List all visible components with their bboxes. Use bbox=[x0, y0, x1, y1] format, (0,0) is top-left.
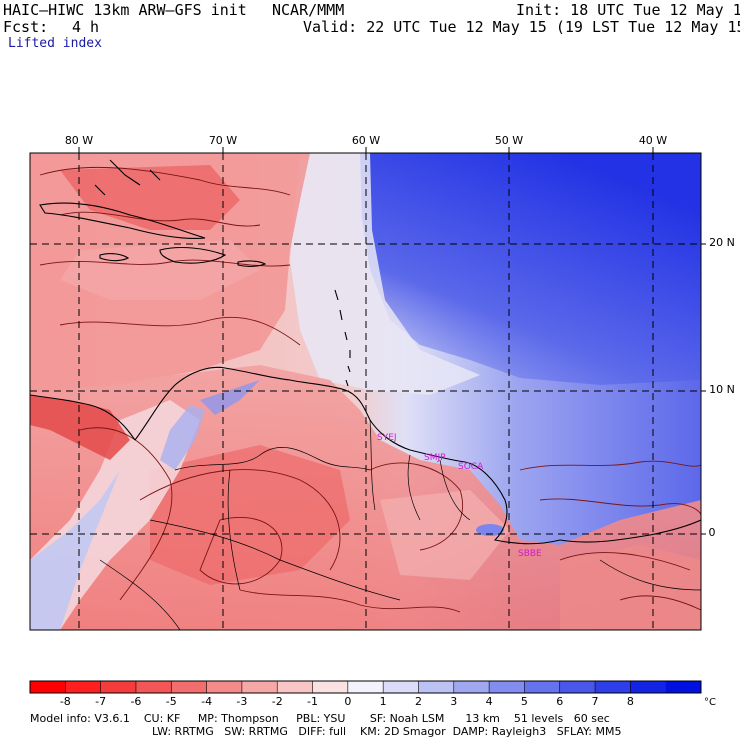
model-info-line2: LW: RRTMG SW: RRTMG DIFF: full KM: 2D Sm… bbox=[152, 725, 622, 738]
colorbar-tick-label: -3 bbox=[236, 695, 247, 708]
colorbar-bin bbox=[312, 681, 349, 693]
colorbar-tick-label: -4 bbox=[201, 695, 212, 708]
colorbar-tick-label: -8 bbox=[60, 695, 71, 708]
lon-label: 40 W bbox=[638, 134, 668, 147]
colorbar-bin bbox=[30, 681, 66, 693]
colorbar-tick-label: 7 bbox=[592, 695, 599, 708]
valid-time: Valid: 22 UTC Tue 12 May 15 (19 LST Tue … bbox=[303, 18, 740, 36]
field-name: Lifted index bbox=[8, 36, 102, 51]
colorbar-bin bbox=[524, 681, 561, 693]
station-label: SOCA bbox=[458, 462, 484, 472]
colorbar-bin bbox=[453, 681, 490, 693]
init-time: Init: 18 UTC Tue 12 May 15 bbox=[516, 1, 740, 19]
colorbar-bin bbox=[559, 681, 596, 693]
colorbar-tick-label: -6 bbox=[130, 695, 141, 708]
colorbar-bin bbox=[595, 681, 631, 693]
org-label: NCAR/MMM bbox=[272, 1, 345, 19]
colorbar-bin bbox=[418, 681, 455, 693]
colorbar-bin bbox=[241, 681, 278, 693]
colorbar-tick-label: -7 bbox=[95, 695, 106, 708]
colorbar-tick-label: 8 bbox=[627, 695, 634, 708]
colorbar-tick-label: -2 bbox=[272, 695, 283, 708]
colorbar-bin bbox=[383, 681, 419, 693]
contour-lines bbox=[39, 166, 701, 613]
colorbar-bin bbox=[489, 681, 525, 693]
model-title: HAIC–HIWC 13km ARW–GFS init bbox=[3, 1, 247, 19]
colorbar-tick-label: 6 bbox=[556, 695, 563, 708]
colorbar-ticks: -8 -7 -6 -5 -4 -3 -2 -1 0 1 2 3 4 5 6 7 8 °C bbox=[60, 681, 716, 708]
colorbar-tick-label: -5 bbox=[166, 695, 177, 708]
colorbar-tick-label: 0 bbox=[344, 695, 351, 708]
colorbar-bin bbox=[665, 681, 702, 693]
colorbar-tick-label: 1 bbox=[380, 695, 387, 708]
fcst-value: 4 h bbox=[72, 18, 100, 36]
station-label: SBBE bbox=[518, 549, 542, 559]
lon-label: 60 W bbox=[351, 134, 381, 147]
fcst-label: Fcst: bbox=[3, 18, 49, 36]
colorbar bbox=[29, 680, 702, 694]
lat-label: 20 N bbox=[709, 236, 735, 249]
station-label: SYEJ bbox=[377, 433, 397, 443]
colorbar-tick-label: 2 bbox=[415, 695, 422, 708]
colorbar-bin bbox=[206, 681, 243, 693]
colorbar-bin bbox=[135, 681, 172, 693]
colorbar-bin bbox=[171, 681, 208, 693]
lon-label: 50 W bbox=[494, 134, 524, 147]
coastlines bbox=[30, 159, 701, 545]
colorbar-tick-label: 3 bbox=[450, 695, 457, 708]
colorbar-tick-label: -1 bbox=[307, 695, 318, 708]
lat-lon-grid bbox=[30, 153, 701, 630]
colorbar-bin bbox=[347, 681, 384, 693]
colorbar-tick-label: 5 bbox=[521, 695, 528, 708]
lon-label: 70 W bbox=[208, 134, 238, 147]
colorbar-bin bbox=[630, 681, 667, 693]
colorbar-bin bbox=[277, 681, 314, 693]
lat-label: 10 N bbox=[709, 383, 735, 396]
lat-label: 0 bbox=[708, 526, 716, 539]
station-label: SMJP bbox=[424, 453, 446, 463]
lon-label: 80 W bbox=[64, 134, 94, 147]
model-info-line1: Model info: V3.6.1 CU: KF MP: Thompson P… bbox=[30, 712, 610, 725]
colorbar-bin bbox=[65, 681, 102, 693]
colorbar-unit: °C bbox=[704, 697, 716, 708]
colorbar-tick-label: 4 bbox=[486, 695, 493, 708]
axis-ticks bbox=[78, 147, 706, 535]
colorbar-frame bbox=[29, 680, 702, 694]
country-borders bbox=[99, 419, 701, 630]
colorbar-bin bbox=[100, 681, 137, 693]
